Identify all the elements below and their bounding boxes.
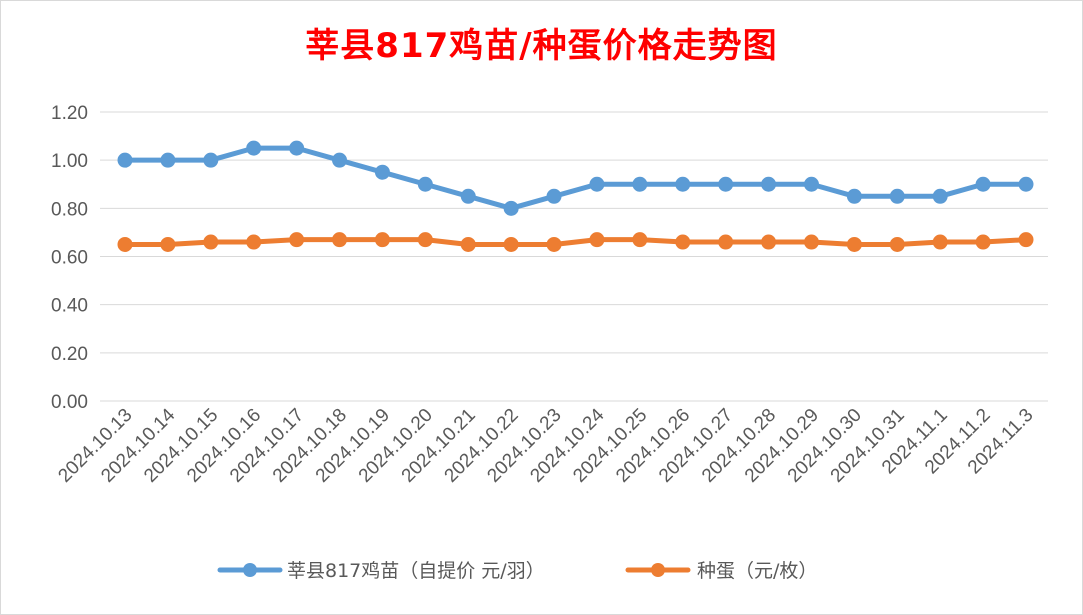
y-tick-label: 1.20 bbox=[51, 103, 88, 124]
series-1-point bbox=[718, 234, 734, 250]
series-1-point bbox=[632, 232, 648, 248]
series-0-point bbox=[246, 140, 262, 156]
legend-label-1: 种蛋（元/枚） bbox=[697, 560, 817, 582]
series-0-point bbox=[975, 176, 991, 192]
legend-label-0: 莘县817鸡苗（自提价 元/羽） bbox=[287, 560, 545, 582]
series-0-point bbox=[632, 176, 648, 192]
legend-marker-0 bbox=[243, 563, 257, 577]
series-0-point bbox=[160, 152, 176, 168]
series-1-point bbox=[503, 236, 519, 252]
series-1-point bbox=[589, 232, 605, 248]
series-0-point bbox=[718, 176, 734, 192]
y-tick-label: 0.60 bbox=[51, 248, 88, 269]
y-tick-label: 0.40 bbox=[51, 296, 88, 317]
series-line-0 bbox=[122, 145, 1029, 211]
series-0-point bbox=[417, 176, 433, 192]
series-0-point bbox=[374, 164, 390, 180]
series-0-point bbox=[460, 188, 476, 204]
series-0-point bbox=[889, 188, 905, 204]
series-line-1 bbox=[122, 237, 1029, 247]
series-1-point bbox=[761, 234, 777, 250]
series-1-point bbox=[675, 234, 691, 250]
series-1-point bbox=[203, 234, 219, 250]
series-1-point bbox=[846, 236, 862, 252]
series-1-point bbox=[546, 236, 562, 252]
series-0-point bbox=[203, 152, 219, 168]
series-0-point bbox=[289, 140, 305, 156]
series-0-point bbox=[503, 200, 519, 216]
series-1-point bbox=[803, 234, 819, 250]
series-0-point bbox=[803, 176, 819, 192]
series-1-point bbox=[117, 236, 133, 252]
series-0-point bbox=[675, 176, 691, 192]
series-0-point bbox=[589, 176, 605, 192]
series-1-point bbox=[417, 232, 433, 248]
series-1-point bbox=[889, 236, 905, 252]
series-0-point bbox=[332, 152, 348, 168]
series-0-point bbox=[117, 152, 133, 168]
legend-marker-1 bbox=[651, 563, 665, 577]
series-0-point bbox=[546, 188, 562, 204]
y-tick-label: 1.00 bbox=[51, 151, 88, 172]
series-1-point bbox=[460, 236, 476, 252]
series-1-point bbox=[975, 234, 991, 250]
series-1-point bbox=[1018, 232, 1034, 248]
series-0-point bbox=[761, 176, 777, 192]
y-tick-label: 0.80 bbox=[51, 199, 88, 220]
chart-title: 莘县817鸡苗/种蛋价格走势图 bbox=[305, 26, 778, 66]
series-1-point bbox=[246, 234, 262, 250]
y-tick-label: 0.20 bbox=[51, 344, 88, 365]
series-1-point bbox=[332, 232, 348, 248]
series-1-point bbox=[289, 232, 305, 248]
series-1-point bbox=[160, 236, 176, 252]
series-0-point bbox=[1018, 176, 1034, 192]
series-0-point bbox=[932, 188, 948, 204]
y-tick-label: 0.00 bbox=[51, 392, 88, 413]
series-1-point bbox=[932, 234, 948, 250]
series-0-point bbox=[846, 188, 862, 204]
series-1-point bbox=[374, 232, 390, 248]
